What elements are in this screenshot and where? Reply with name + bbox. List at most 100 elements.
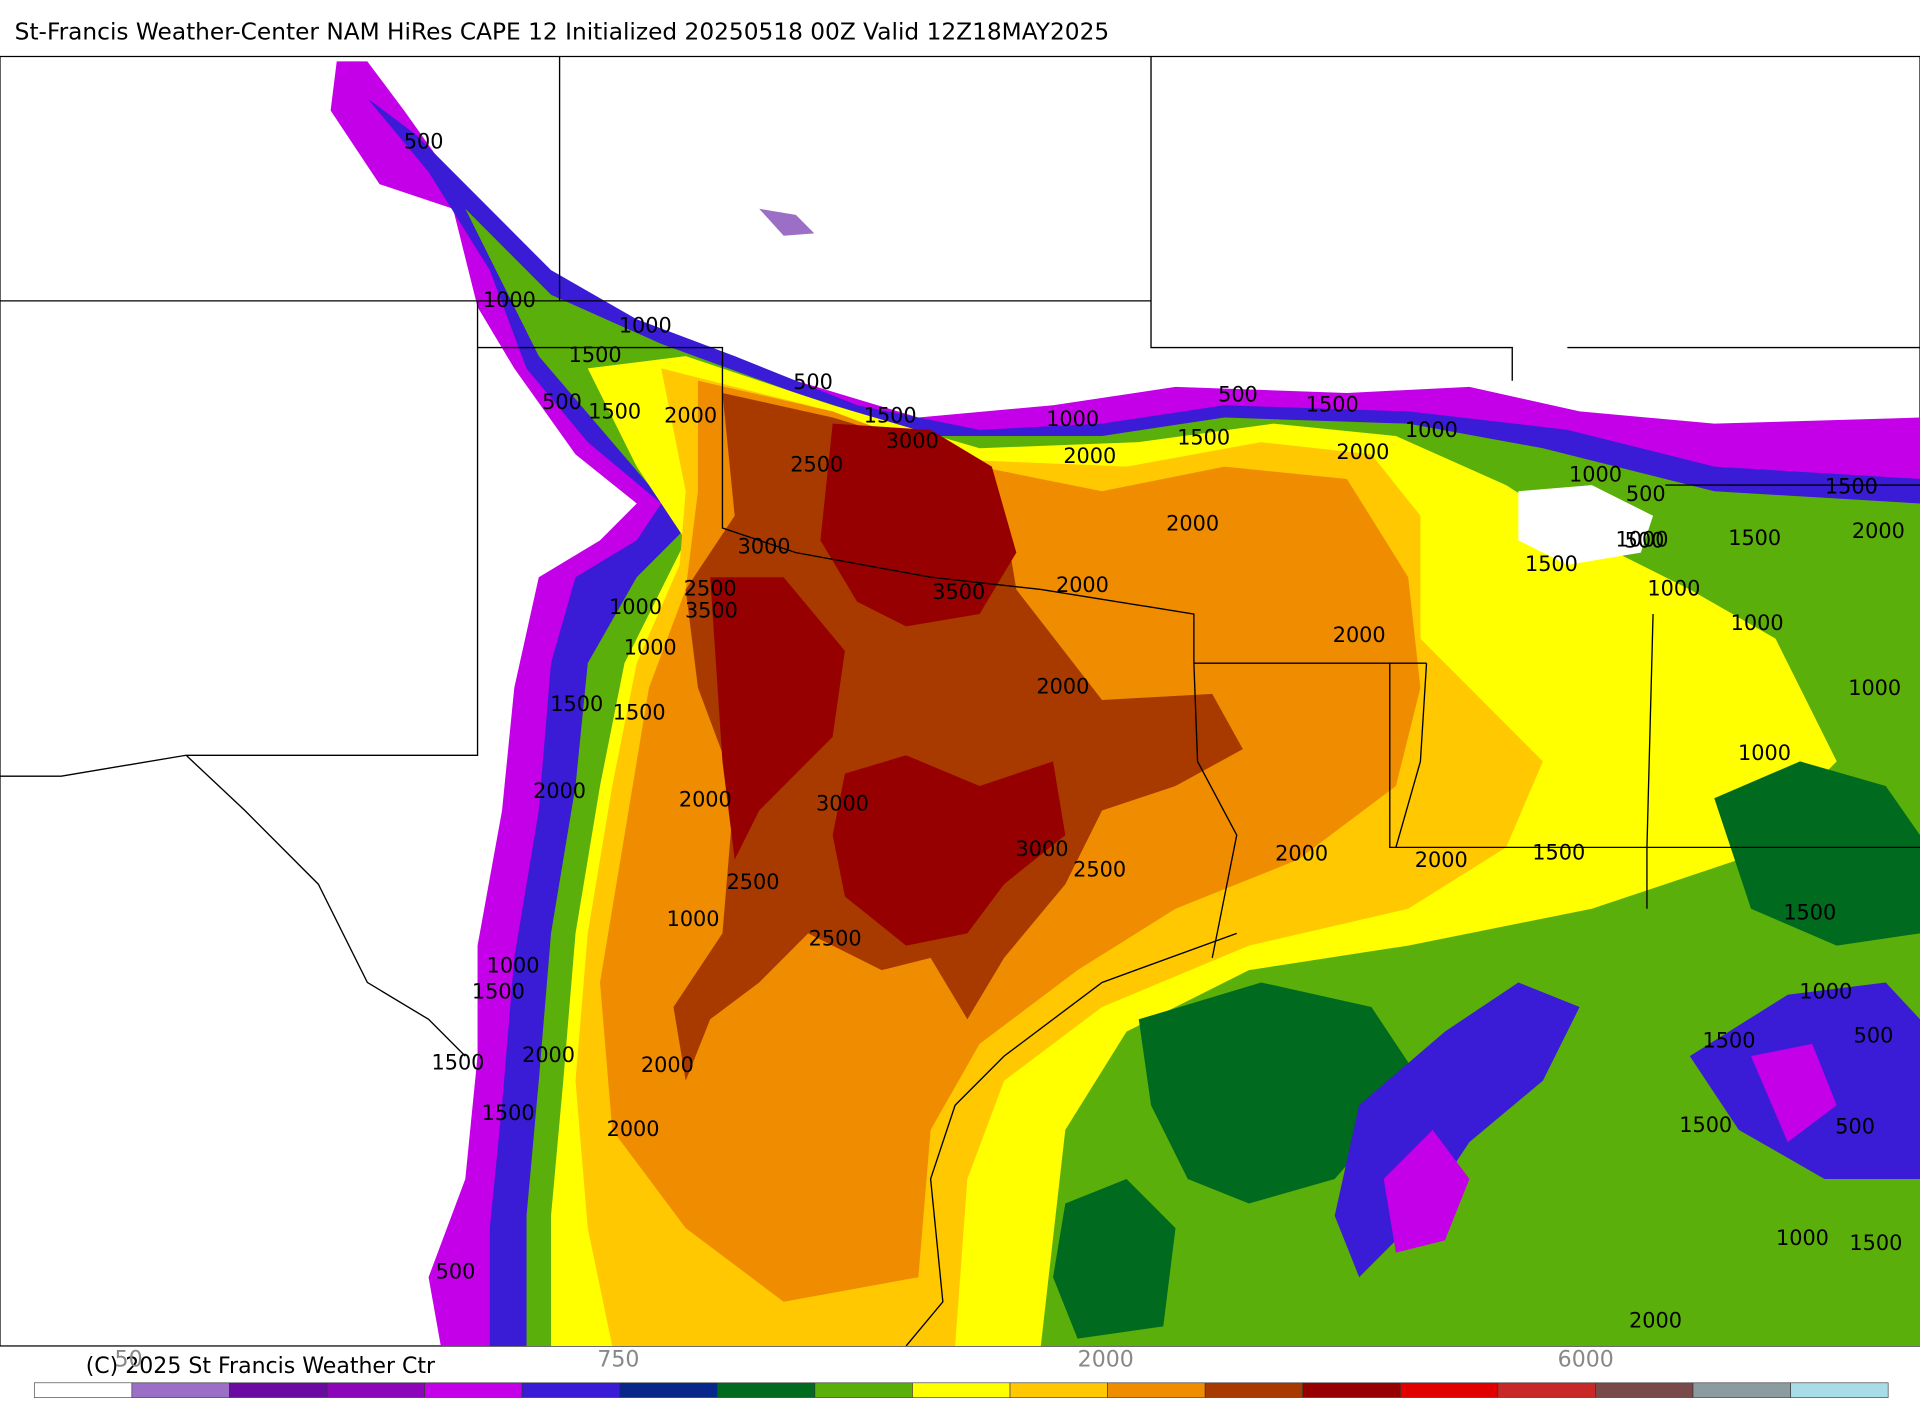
colorbar-swatch — [1107, 1382, 1206, 1398]
contour-label: 1000 — [619, 314, 672, 338]
contour-label: 1000 — [1046, 407, 1099, 431]
contour-label: 2000 — [664, 403, 717, 427]
contour-label: 3000 — [886, 429, 939, 453]
contour-label: 1000 — [1799, 979, 1852, 1003]
contour-label: 1500 — [569, 343, 622, 367]
contour-label: 1500 — [1703, 1028, 1756, 1052]
colorbar-label: 6000 — [1558, 1348, 1614, 1373]
contour-label: 1000 — [1569, 462, 1622, 486]
contour-label: 500 — [1625, 529, 1665, 553]
contour-label: 2500 — [684, 576, 737, 600]
cape-darkgreen-east — [1714, 761, 1920, 946]
contour-label: 500 — [1218, 382, 1258, 406]
contour-label: 2000 — [679, 788, 732, 812]
colorbar-label: 50 — [115, 1348, 143, 1373]
contour-label: 3500 — [685, 599, 738, 623]
cape-darkgreen-gulf — [1053, 982, 1421, 1339]
contour-label: 1500 — [1783, 901, 1836, 925]
contour-label: 2500 — [809, 926, 862, 950]
contour-label: 1000 — [483, 288, 536, 312]
colorbar-swatch — [326, 1382, 425, 1398]
state-boundaries — [0, 56, 1920, 1057]
colorbar: 50 750 2000 6000 — [33, 1348, 1889, 1398]
contour-label: 1500 — [550, 692, 603, 716]
colorbar-swatch — [1399, 1382, 1499, 1398]
contour-label: 1500 — [1532, 840, 1585, 864]
colorbar-label: 2000 — [1078, 1348, 1134, 1373]
map-frame — [0, 55, 1920, 1347]
contour-label: 500 — [793, 370, 833, 394]
cape-lavender-spot — [759, 208, 815, 236]
contour-label: 1500 — [1177, 425, 1230, 449]
contour-label: 1000 — [1776, 1226, 1829, 1250]
cape-darkred-south — [832, 755, 1066, 946]
contour-label: 1000 — [1647, 576, 1700, 600]
contour-label: 1500 — [482, 1101, 535, 1125]
contour-label: 1000 — [609, 595, 662, 619]
contour-label: 1000 — [1738, 741, 1791, 765]
contour-label: 2000 — [1333, 623, 1386, 647]
colorbar-swatch — [131, 1382, 230, 1398]
contour-label: 1000 — [1616, 527, 1669, 551]
cape-low-area — [1518, 485, 1654, 565]
contour-label: 1500 — [431, 1050, 484, 1074]
colorbar-swatch — [619, 1382, 718, 1398]
colorbar-swatch — [229, 1382, 328, 1398]
contour-label: 2000 — [1056, 573, 1109, 597]
contour-label: 500 — [1626, 482, 1666, 506]
contour-label: 2000 — [1415, 848, 1468, 872]
contour-label: 2000 — [641, 1053, 694, 1077]
contour-label: 3000 — [1016, 837, 1069, 861]
contour-label: 2000 — [1036, 675, 1089, 699]
contour-label: 3000 — [738, 535, 791, 559]
contour-label: 1000 — [1848, 676, 1901, 700]
contour-label: 1500 — [1525, 552, 1578, 576]
colorbar-swatch — [912, 1382, 1011, 1398]
colorbar-swatch — [1790, 1382, 1889, 1398]
colorbar-swatch — [33, 1382, 133, 1398]
contour-label: 2000 — [1166, 511, 1219, 535]
contour-label: 2000 — [1063, 444, 1116, 468]
colorbar-swatch — [1302, 1382, 1401, 1398]
colorbar-swatch — [716, 1382, 816, 1398]
contour-label: 1000 — [624, 635, 677, 659]
contour-label: 500 — [1835, 1114, 1875, 1138]
contour-label: 3500 — [932, 580, 985, 604]
contour-label: 1500 — [864, 403, 917, 427]
cape-magenta-gulf — [1383, 1043, 1837, 1253]
contour-label: 1000 — [1405, 418, 1458, 442]
contour-label: 2000 — [522, 1043, 575, 1067]
colorbar-swatch — [1497, 1382, 1596, 1398]
colorbar-swatch — [1595, 1382, 1694, 1398]
contour-label: 1500 — [1306, 392, 1359, 416]
contour-label: 2500 — [1073, 858, 1126, 882]
cape-darkred-north — [820, 423, 1017, 627]
contour-label: 500 — [404, 129, 444, 153]
contour-label: 1500 — [1849, 1231, 1902, 1255]
colorbar-label: 750 — [597, 1348, 639, 1373]
contour-label: 2000 — [1629, 1308, 1682, 1332]
contour-label: 1500 — [472, 979, 525, 1003]
copyright: (C) 2025 St Francis Weather Ctr — [86, 1354, 436, 1379]
colorbar-swatch — [424, 1382, 523, 1398]
colorbar-swatch — [1204, 1382, 1304, 1398]
contour-label: 500 — [436, 1259, 476, 1283]
contour-label: 2000 — [1852, 519, 1905, 543]
contour-label: 1500 — [1679, 1113, 1732, 1137]
contour-label: 1500 — [1825, 475, 1878, 499]
colorbar-swatch — [1009, 1382, 1108, 1398]
cape-darkred-west — [710, 577, 845, 860]
contour-label: 1000 — [667, 907, 720, 931]
contour-label: 1500 — [613, 700, 666, 724]
cape-brown — [673, 392, 1243, 1081]
colorbar-swatch — [814, 1382, 913, 1398]
colorbar-swatch — [1692, 1382, 1791, 1398]
coastline — [905, 932, 1237, 1347]
contour-label: 2500 — [790, 452, 843, 476]
contour-label: 1500 — [588, 400, 641, 424]
contour-label: 1000 — [487, 953, 540, 977]
colorbar-swatch — [521, 1382, 621, 1398]
